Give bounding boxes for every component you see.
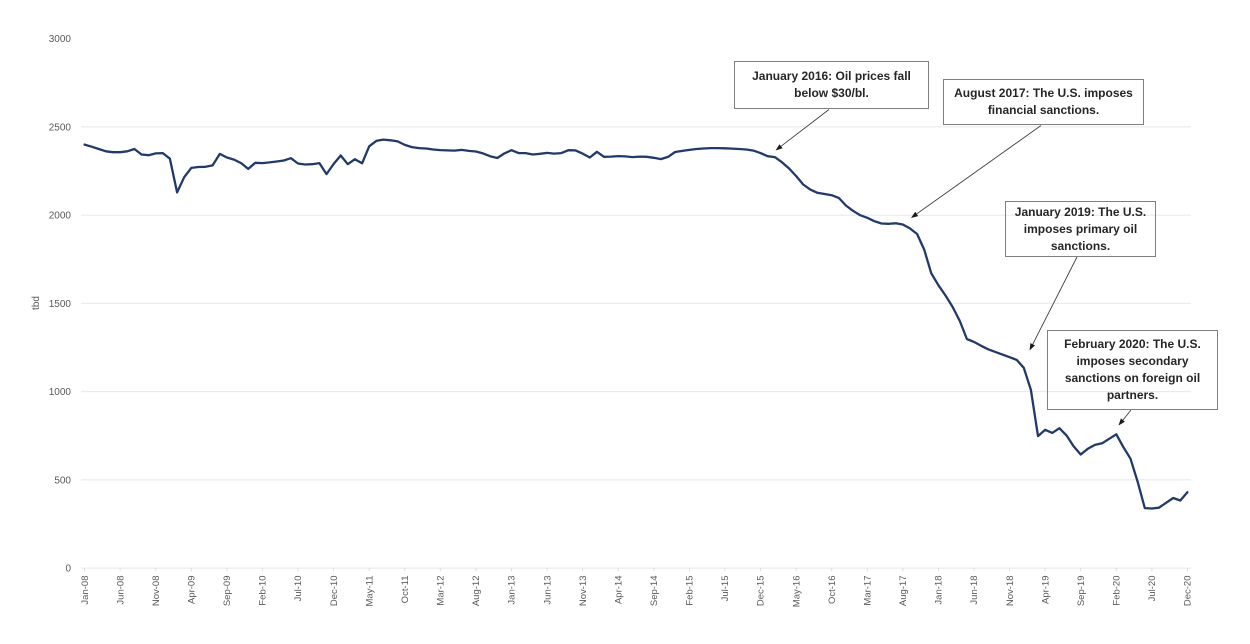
svg-text:Jul-15: Jul-15 — [720, 576, 731, 602]
svg-text:Apr-09: Apr-09 — [187, 576, 198, 605]
svg-text:1000: 1000 — [49, 387, 72, 398]
svg-text:Nov-08: Nov-08 — [151, 576, 162, 607]
svg-text:Sep-09: Sep-09 — [222, 576, 233, 607]
svg-text:Jun-13: Jun-13 — [542, 576, 553, 605]
svg-text:Feb-15: Feb-15 — [685, 576, 696, 606]
svg-text:2000: 2000 — [49, 211, 72, 222]
svg-text:May-11: May-11 — [364, 576, 375, 607]
svg-text:Feb-20: Feb-20 — [1112, 576, 1123, 606]
svg-text:Jul-10: Jul-10 — [293, 576, 304, 602]
svg-text:Jan-18: Jan-18 — [934, 576, 945, 605]
svg-text:Jan-13: Jan-13 — [507, 576, 518, 605]
svg-text:Apr-19: Apr-19 — [1040, 576, 1051, 605]
svg-text:2500: 2500 — [49, 122, 72, 133]
svg-text:Apr-14: Apr-14 — [613, 576, 624, 605]
svg-text:Dec-20: Dec-20 — [1183, 576, 1194, 607]
svg-text:Dec-15: Dec-15 — [756, 576, 767, 607]
svg-text:Nov-18: Nov-18 — [1005, 576, 1016, 607]
svg-text:Mar-12: Mar-12 — [436, 576, 447, 606]
svg-text:Oct-11: Oct-11 — [400, 576, 411, 604]
svg-text:Jun-18: Jun-18 — [969, 576, 980, 605]
svg-text:0: 0 — [65, 564, 71, 575]
svg-text:Jul-20: Jul-20 — [1147, 576, 1158, 602]
svg-text:Aug-17: Aug-17 — [898, 576, 909, 607]
svg-text:Dec-10: Dec-10 — [329, 576, 340, 607]
svg-text:1500: 1500 — [49, 299, 72, 310]
svg-text:500: 500 — [54, 475, 71, 486]
svg-text:Nov-13: Nov-13 — [578, 576, 589, 607]
svg-text:3000: 3000 — [49, 34, 72, 45]
svg-text:May-16: May-16 — [791, 576, 802, 608]
svg-text:Aug-12: Aug-12 — [471, 576, 482, 607]
svg-text:Feb-10: Feb-10 — [258, 576, 269, 606]
svg-text:Sep-14: Sep-14 — [649, 576, 660, 607]
svg-text:Jun-08: Jun-08 — [115, 576, 126, 605]
svg-text:Sep-19: Sep-19 — [1076, 576, 1087, 607]
svg-text:tbd: tbd — [31, 296, 42, 310]
svg-text:Jan-08: Jan-08 — [80, 576, 91, 605]
svg-text:Oct-16: Oct-16 — [827, 576, 838, 605]
svg-text:Mar-17: Mar-17 — [863, 576, 874, 606]
